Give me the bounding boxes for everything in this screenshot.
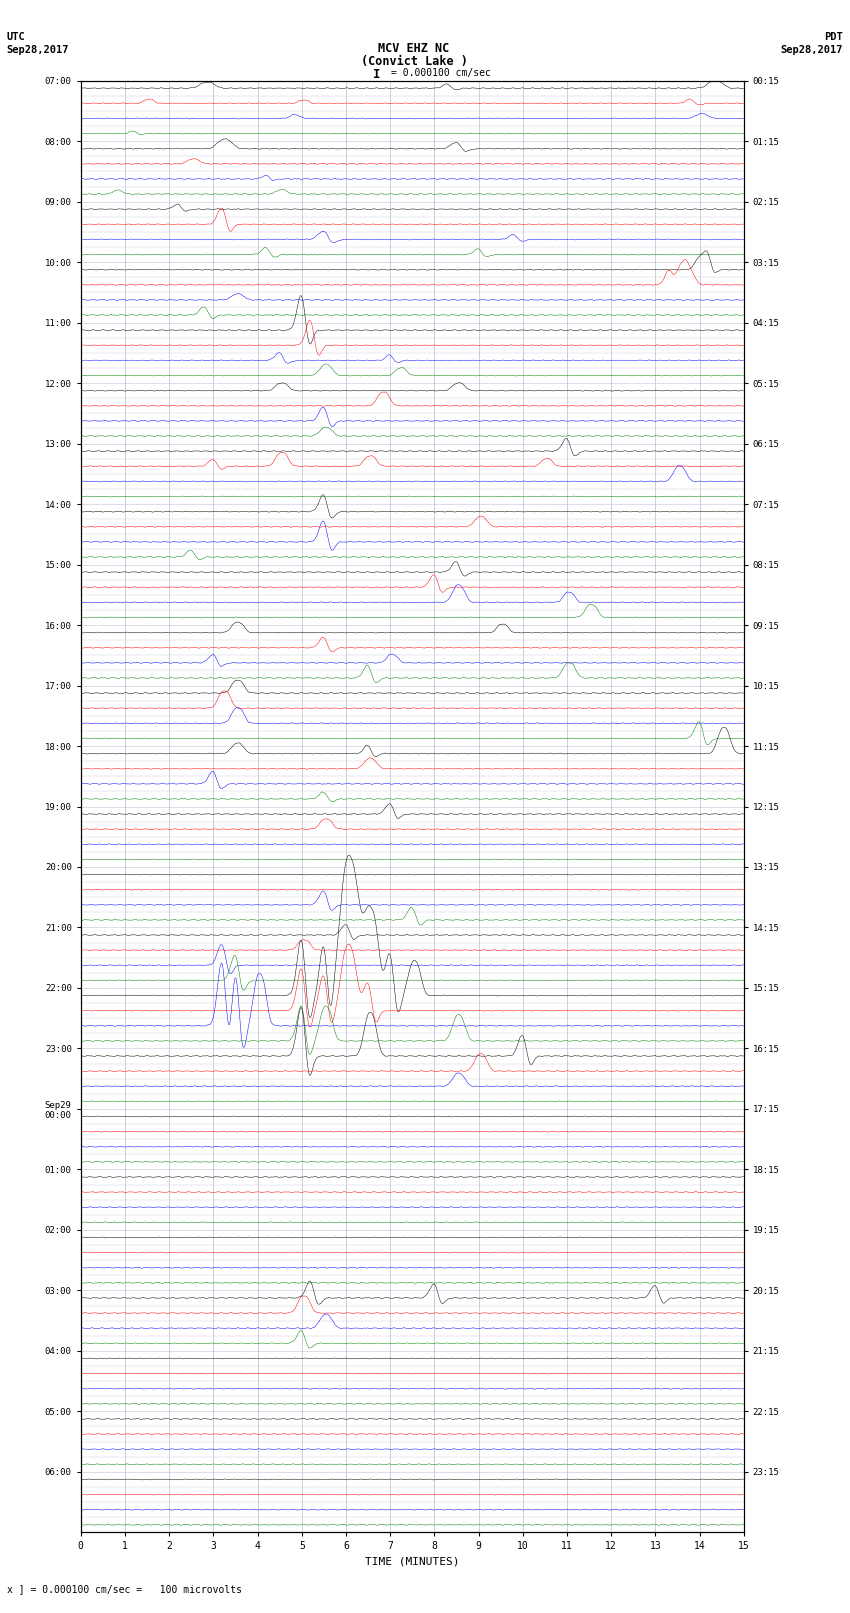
Text: PDT: PDT: [824, 32, 843, 42]
Text: UTC: UTC: [7, 32, 26, 42]
Text: x ] = 0.000100 cm/sec =   100 microvolts: x ] = 0.000100 cm/sec = 100 microvolts: [7, 1584, 241, 1594]
Text: = 0.000100 cm/sec: = 0.000100 cm/sec: [391, 68, 490, 77]
Text: I: I: [373, 68, 380, 81]
Text: (Convict Lake ): (Convict Lake ): [360, 55, 468, 68]
X-axis label: TIME (MINUTES): TIME (MINUTES): [365, 1557, 460, 1566]
Text: Sep28,2017: Sep28,2017: [7, 45, 70, 55]
Text: MCV EHZ NC: MCV EHZ NC: [378, 42, 450, 55]
Text: Sep28,2017: Sep28,2017: [780, 45, 843, 55]
